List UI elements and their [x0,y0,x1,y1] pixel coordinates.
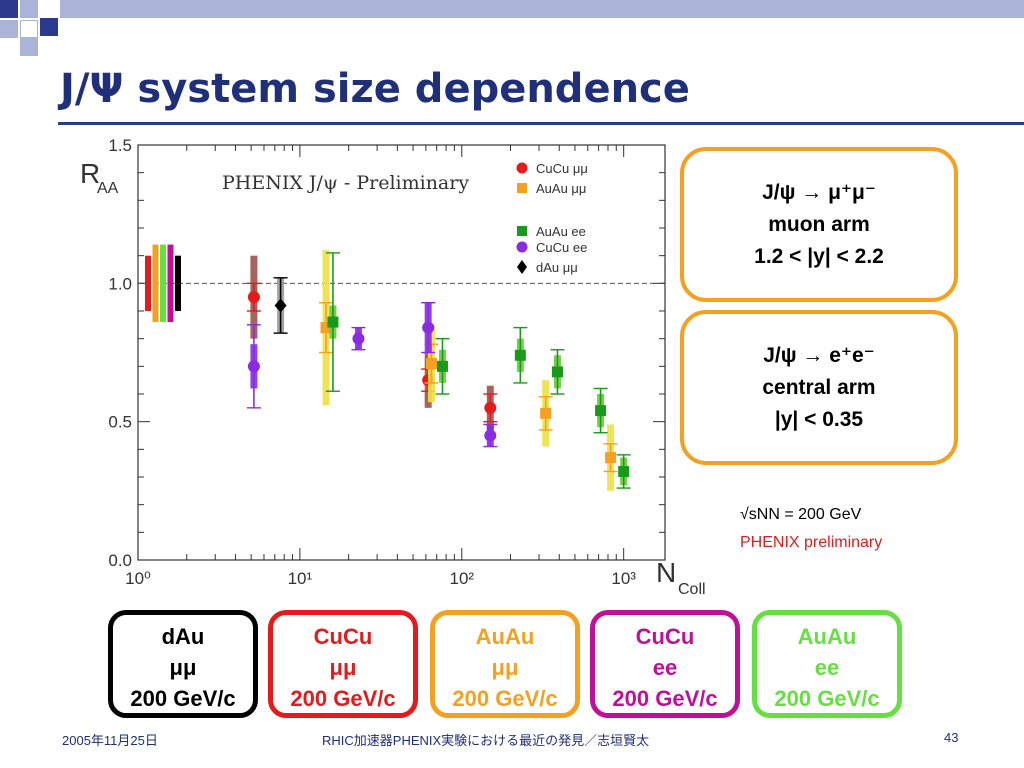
plot-frame [137,144,666,561]
system-box-dau-mumu: dAu μμ 200 GeV/c [108,610,258,718]
y-tick-label: 1.5 [108,136,132,155]
slide-title: J/Ψ system size dependence [60,66,690,112]
legend-label-1: AuAu μμ [536,181,586,196]
data-point-3-1 [352,332,365,345]
system-name: AuAu [797,624,857,649]
data-point-0-0 [247,291,260,304]
muon-box-line-1: J/ψ → μ⁺μ⁻ [762,181,876,204]
muon-arm-box: J/ψ → μ⁺μ⁻ muon arm 1.2 < |y| < 2.2 [680,147,958,302]
data-point-1-2 [540,407,552,419]
x-axis-label: N [656,557,676,588]
legend-marker-4 [517,260,527,274]
data-point-1-0 [320,322,332,334]
data-point-3-2 [422,321,435,334]
page-number: 43 [944,730,959,745]
data-point-2-3 [551,366,563,378]
y-tick-label: 0.0 [108,551,132,570]
global-uncertainty-bar [152,244,159,323]
y-tick-label: 1.0 [108,274,132,293]
legend-marker-2 [517,226,527,236]
data-point-3-0 [247,360,260,373]
system-box-auau-mumu: AuAu μμ 200 GeV/c [430,610,580,718]
energy-label: √sNN = 200 GeV [740,506,862,523]
system-box-auau-ee: AuAu ee 200 GeV/c [752,610,902,718]
global-uncertainty-bar [145,255,151,311]
system-energy: 200 GeV/c [130,686,236,711]
legend-marker-0 [516,162,528,174]
data-point-2-5 [618,465,630,477]
x-tick-label: 10² [449,569,474,588]
system-energy: 200 GeV/c [290,686,396,711]
data-point-1-3 [605,452,617,464]
muon-box-line-2: muon arm [768,213,870,236]
legend-label-4: dAu μμ [536,260,578,275]
system-channel: ee [814,655,840,680]
system-name: CuCu [635,624,695,649]
chart-title: PHENIX J/ψ - Preliminary [222,172,469,194]
footer-title: RHIC加速器PHENIX実験における最近の発見／志垣賢太 [322,733,650,748]
legend-marker-3 [516,241,528,253]
legend-label-0: CuCu μμ [536,161,588,176]
legend-label-3: CuCu ee [536,240,587,255]
y-tick-label: 0.5 [108,413,132,432]
legend-label-2: AuAu ee [536,224,586,239]
central-box-line-2: central arm [762,376,876,399]
data-point-2-4 [595,405,607,417]
central-box-line-1: J/ψ → e⁺e⁻ [763,344,875,367]
system-energy: 200 GeV/c [612,686,718,711]
footer-date: 2005年11月25日 [62,733,158,748]
system-name: dAu [161,624,205,649]
corner-decoration [0,0,60,56]
system-name: CuCu [313,624,373,649]
title-underline [58,122,1024,125]
x-tick-label: 10³ [611,569,636,588]
legend-marker-1 [517,183,527,193]
data-point-2-0 [327,316,339,328]
preliminary-label: PHENIX preliminary [740,534,883,551]
data-point-4-0 [274,298,287,313]
global-uncertainty-bar [175,255,181,311]
system-name: AuAu [475,624,535,649]
system-channel: ee [652,655,678,680]
data-point-1-1 [425,358,437,370]
central-box-line-3: |y| < 0.35 [774,408,864,431]
data-point-2-1 [436,360,448,372]
system-box-cucu-mumu: CuCu μμ 200 GeV/c [268,610,418,718]
muon-box-line-3: 1.2 < |y| < 2.2 [754,245,884,268]
global-uncertainty-bar [167,244,174,323]
x-axis-label-sub: Coll [678,581,706,598]
system-channel: μμ [491,655,519,680]
data-point-2-2 [514,349,526,361]
system-energy: 200 GeV/c [774,686,880,711]
system-channel: μμ [329,655,357,680]
global-uncertainty-bar [160,244,166,323]
central-arm-box: J/ψ → e⁺e⁻ central arm |y| < 0.35 [680,310,958,465]
y-axis-label: R [80,158,100,189]
system-energy: 200 GeV/c [452,686,558,711]
x-tick-label: 10⁰ [125,569,151,588]
data-point-0-2 [484,401,497,414]
x-tick-label: 10¹ [288,569,313,588]
system-channel: μμ [169,655,197,680]
system-box-cucu-ee: CuCu ee 200 GeV/c [590,610,740,718]
data-point-3-3 [484,429,497,442]
header-band [60,0,1024,18]
y-axis-label-sub: AA [97,180,119,197]
